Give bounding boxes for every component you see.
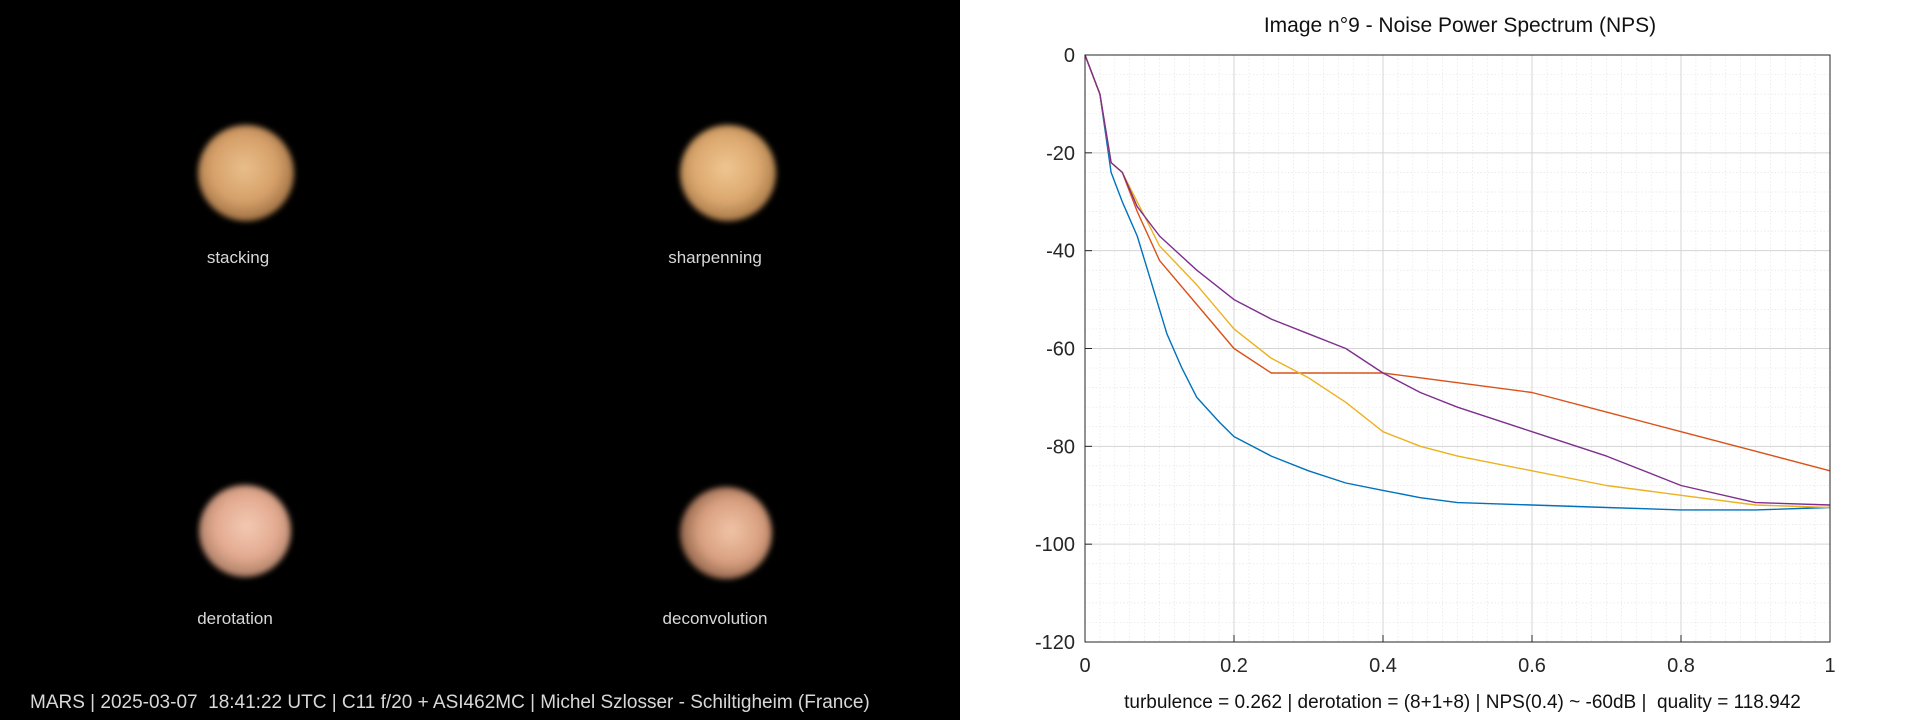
y-tick-label: -60 xyxy=(1046,339,1075,361)
y-tick-label: 0 xyxy=(1064,45,1075,67)
label-sharpening: sharpenning xyxy=(668,248,762,267)
planet-derotation-image xyxy=(199,485,291,577)
x-tick-label: 0.4 xyxy=(1369,655,1397,677)
processing-panel: stacking sharpenning derotation deconvol… xyxy=(0,0,960,720)
x-tick-label: 0 xyxy=(1079,655,1090,677)
nps-chart: 0 0.2 0.4 0.6 0.8 1 0 -20 -40 -60 -80 -100 -120 xyxy=(1035,45,1836,677)
label-derotation: derotation xyxy=(197,609,273,628)
x-tick-label: 0.6 xyxy=(1518,655,1546,677)
y-tick-label: -100 xyxy=(1035,534,1075,556)
stats-line: turbulence = 0.262 | derotation = (8+1+8… xyxy=(1124,692,1801,713)
nps-chart-panel: Image n°9 - Noise Power Spectrum (NPS) 0… xyxy=(960,0,1920,720)
x-tick-label: 1 xyxy=(1824,655,1835,677)
label-stacking: stacking xyxy=(206,248,270,267)
planet-sharpening-image xyxy=(680,125,776,221)
y-tick-label: -80 xyxy=(1046,436,1075,458)
label-deconvolution: deconvolution xyxy=(662,609,768,628)
observation-caption: MARS | 2025-03-07 18:41:22 UTC | C11 f/2… xyxy=(30,692,870,713)
y-tick-label: -20 xyxy=(1046,143,1075,165)
x-tick-label: 0.2 xyxy=(1220,655,1248,677)
planet-deconvolution-image xyxy=(680,487,772,579)
series-line-4 xyxy=(1084,54,1831,506)
planet-stacking-image xyxy=(198,125,294,221)
y-tick-label: -120 xyxy=(1035,632,1075,654)
chart-title: Image n°9 - Noise Power Spectrum (NPS) xyxy=(1263,14,1657,37)
x-tick-label: 0.8 xyxy=(1667,655,1695,677)
y-tick-label: -40 xyxy=(1046,241,1075,263)
series-line-1 xyxy=(1084,54,1831,511)
